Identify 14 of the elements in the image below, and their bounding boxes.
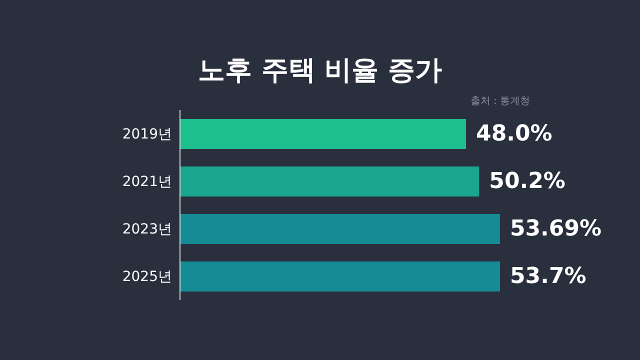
y-tick-label: 2019년: [122, 126, 172, 143]
bar: [180, 214, 500, 244]
data-label: 53.69%: [510, 216, 602, 242]
bar: [180, 166, 480, 196]
y-tick-label: 2021년: [122, 174, 172, 190]
data-label: 48.0%: [476, 122, 552, 146]
bar: [180, 119, 466, 149]
y-tick-label: 2025년: [122, 269, 172, 286]
bar: [180, 262, 500, 292]
data-label: 50.2%: [489, 169, 566, 194]
chart-title: 노후 주택 비율 증가: [196, 54, 444, 88]
source-note: 출처 : 통계청: [470, 95, 530, 108]
y-tick-label: 2023년: [122, 222, 172, 238]
data-label: 53.7%: [510, 264, 586, 289]
